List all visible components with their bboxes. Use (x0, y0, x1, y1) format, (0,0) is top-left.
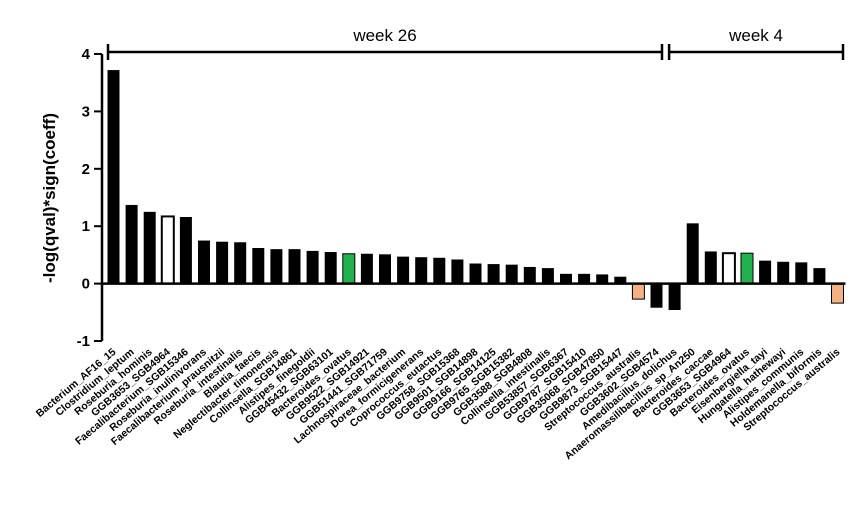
bar (433, 257, 446, 284)
y-tick-label: 3 (82, 103, 90, 120)
bar (415, 257, 428, 284)
bar (505, 264, 518, 284)
bar (541, 268, 554, 284)
bar (578, 273, 591, 284)
bar (342, 253, 356, 285)
bar (631, 283, 645, 300)
group-label: week 4 (728, 26, 783, 45)
bar (523, 266, 536, 284)
bar (650, 283, 663, 308)
bar (179, 217, 192, 284)
bar (379, 254, 391, 284)
bar (596, 274, 609, 284)
group-bracket (106, 44, 664, 60)
bar (759, 260, 772, 284)
bar (360, 253, 373, 284)
bar (686, 223, 699, 284)
bar (831, 283, 844, 304)
bar (143, 211, 156, 284)
y-axis-label: -log(qval)*sign(coeff) (40, 113, 59, 283)
y-tick-label: 4 (82, 46, 91, 63)
bar (234, 242, 247, 284)
bar (614, 276, 627, 284)
bar (777, 261, 790, 284)
bar (216, 241, 229, 284)
bar (560, 273, 572, 284)
bar (721, 252, 736, 285)
y-tick-label: 1 (82, 218, 90, 235)
bar (469, 263, 482, 284)
bar (160, 215, 175, 285)
y-tick-label: -1 (77, 333, 90, 350)
y-tick-label: 0 (82, 276, 90, 293)
bar (125, 204, 138, 284)
bar (795, 262, 808, 284)
bar (324, 252, 337, 284)
group-label: week 26 (352, 26, 416, 45)
bar (740, 252, 754, 285)
bar (813, 268, 826, 284)
y-tick-label: 2 (82, 161, 90, 178)
bar (704, 251, 717, 284)
bar (107, 70, 120, 284)
bar (306, 250, 319, 284)
bar (451, 259, 464, 284)
bar (270, 249, 283, 284)
bar (288, 249, 301, 284)
bar (252, 248, 265, 284)
bar (668, 283, 681, 311)
bar (487, 264, 500, 284)
bar (397, 256, 410, 284)
group-bracket (667, 44, 845, 60)
bar (198, 240, 210, 284)
